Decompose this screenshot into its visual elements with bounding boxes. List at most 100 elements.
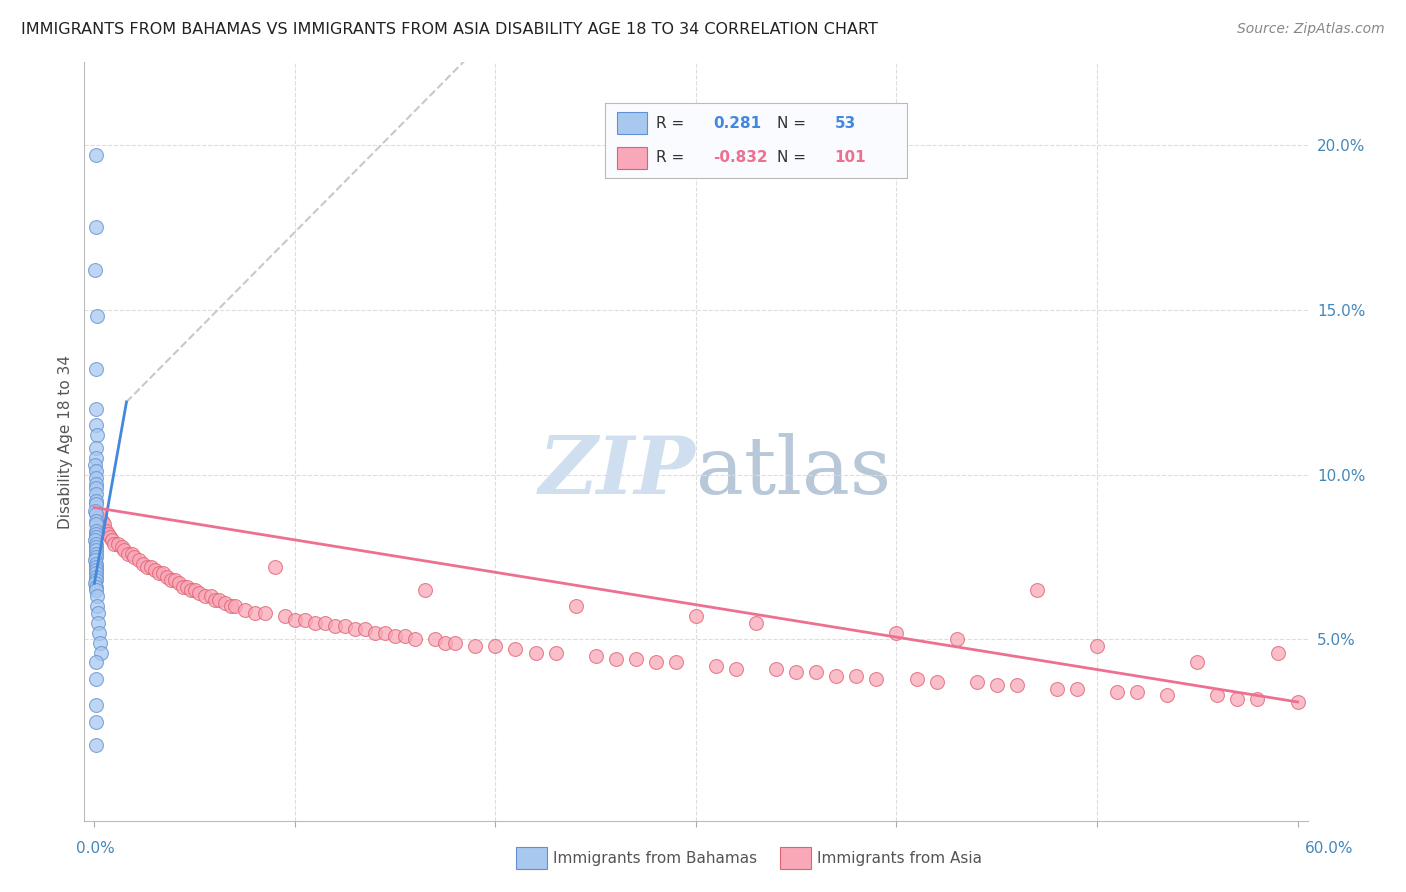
Point xyxy=(86,220,108,235)
Point xyxy=(1025,582,1047,597)
Text: Source: ZipAtlas.com: Source: ZipAtlas.com xyxy=(1237,22,1385,37)
Point xyxy=(84,494,107,508)
Y-axis label: Disability Age 18 to 34: Disability Age 18 to 34 xyxy=(58,354,73,529)
Point xyxy=(84,481,107,495)
Point xyxy=(86,557,108,571)
Point xyxy=(725,662,748,676)
Point xyxy=(219,599,242,614)
Point xyxy=(86,573,108,587)
Point xyxy=(86,450,108,465)
Point xyxy=(354,623,377,637)
Point xyxy=(986,678,1008,692)
Point xyxy=(84,147,107,161)
Point xyxy=(524,646,547,660)
Point xyxy=(274,609,297,624)
Point xyxy=(152,566,174,581)
Point xyxy=(704,658,727,673)
Point xyxy=(148,566,170,581)
Point xyxy=(785,665,807,680)
Point xyxy=(364,625,387,640)
Point xyxy=(945,632,967,647)
Point xyxy=(344,623,367,637)
Point xyxy=(96,524,118,538)
Text: R =: R = xyxy=(657,116,685,130)
Point xyxy=(89,625,111,640)
Point xyxy=(1246,691,1268,706)
Point xyxy=(1066,681,1088,696)
Text: 0.0%: 0.0% xyxy=(76,841,115,856)
Point xyxy=(107,537,129,551)
Point xyxy=(84,576,107,591)
Point xyxy=(101,533,124,548)
Point xyxy=(644,656,666,670)
Point xyxy=(1286,695,1309,709)
Point xyxy=(84,507,107,521)
Point xyxy=(84,362,107,376)
Point xyxy=(745,615,768,630)
Point xyxy=(163,573,186,587)
Point xyxy=(886,625,908,640)
Point xyxy=(233,602,256,616)
Point xyxy=(84,497,107,511)
Text: ZIP: ZIP xyxy=(538,434,696,510)
Point xyxy=(159,573,181,587)
Text: 53: 53 xyxy=(834,116,856,130)
Point xyxy=(84,441,107,455)
Point xyxy=(87,510,110,524)
Text: 60.0%: 60.0% xyxy=(1305,841,1353,856)
Point xyxy=(172,580,194,594)
Point xyxy=(444,635,467,649)
Point xyxy=(84,656,107,670)
Point xyxy=(1187,656,1209,670)
Point xyxy=(86,310,108,324)
Point xyxy=(187,586,209,600)
Point xyxy=(135,559,157,574)
Point xyxy=(765,662,787,676)
Point xyxy=(1005,678,1028,692)
Point xyxy=(208,592,231,607)
Point xyxy=(86,599,108,614)
Point xyxy=(544,646,567,660)
Point xyxy=(685,609,707,624)
Point xyxy=(865,672,887,686)
Point xyxy=(224,599,246,614)
Point xyxy=(665,656,688,670)
Text: Immigrants from Asia: Immigrants from Asia xyxy=(817,851,981,865)
Point xyxy=(323,619,346,633)
Point xyxy=(484,639,506,653)
Point xyxy=(845,668,868,682)
Point xyxy=(1206,689,1229,703)
Point xyxy=(925,675,948,690)
Point xyxy=(84,672,107,686)
Point xyxy=(84,549,107,564)
Point xyxy=(84,559,107,574)
Point xyxy=(86,590,108,604)
Point xyxy=(117,547,139,561)
Point xyxy=(425,632,447,647)
Point xyxy=(374,625,396,640)
Point xyxy=(564,599,586,614)
Point xyxy=(167,576,190,591)
Point xyxy=(128,553,150,567)
Point xyxy=(1126,685,1149,699)
Point xyxy=(131,557,153,571)
Point xyxy=(100,530,122,544)
Point xyxy=(91,514,114,528)
Point xyxy=(84,547,107,561)
Point xyxy=(84,714,107,729)
Point xyxy=(384,629,406,643)
Point xyxy=(394,629,416,643)
Point xyxy=(1226,691,1249,706)
Point xyxy=(825,668,848,682)
Point xyxy=(84,504,107,518)
Point xyxy=(585,648,607,663)
Text: -0.832: -0.832 xyxy=(713,151,768,165)
Point xyxy=(87,606,110,620)
Point xyxy=(1267,646,1289,660)
Point xyxy=(86,428,108,442)
Point xyxy=(806,665,828,680)
Point xyxy=(124,549,146,564)
Point xyxy=(624,652,647,666)
Point xyxy=(84,458,107,472)
Point xyxy=(84,524,107,538)
